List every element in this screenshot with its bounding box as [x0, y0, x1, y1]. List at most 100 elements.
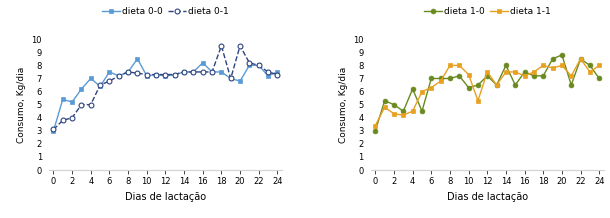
dieta 1-1 [549, 67, 556, 69]
Y-axis label: Consumo, Kg/dia: Consumo, Kg/dia [339, 66, 348, 143]
dieta 0-1 [246, 61, 253, 64]
dieta 0-1 [115, 75, 123, 77]
dieta 1-0 [512, 84, 519, 86]
dieta 1-0 [530, 75, 537, 77]
dieta 0-0 [78, 88, 85, 90]
dieta 0-0 [246, 64, 253, 67]
dieta 0-0 [134, 58, 141, 60]
dieta 1-1 [465, 73, 472, 76]
dieta 0-0 [227, 77, 234, 80]
dieta 1-0 [549, 58, 556, 60]
dieta 0-1 [50, 128, 57, 131]
dieta 0-1 [134, 72, 141, 75]
dieta 0-0 [181, 71, 188, 73]
dieta 0-1 [59, 119, 66, 122]
dieta 1-1 [456, 64, 463, 67]
dieta 1-0 [521, 71, 528, 73]
dieta 1-0 [381, 99, 389, 102]
dieta 1-1 [502, 71, 509, 73]
dieta 0-1 [68, 116, 76, 119]
dieta 1-0 [595, 77, 603, 80]
dieta 1-1 [475, 99, 482, 102]
dieta 0-0 [106, 71, 113, 73]
dieta 0-0 [218, 71, 225, 73]
dieta 1-1 [540, 64, 547, 67]
dieta 0-1 [78, 103, 85, 106]
Line: dieta 1-0: dieta 1-0 [373, 53, 601, 133]
dieta 0-1 [152, 73, 160, 76]
dieta 0-1 [227, 77, 234, 80]
dieta 0-1 [255, 64, 262, 67]
dieta 1-1 [493, 84, 500, 86]
dieta 1-1 [418, 90, 426, 93]
dieta 0-0 [68, 101, 76, 103]
dieta 1-0 [484, 75, 491, 77]
dieta 1-1 [512, 71, 519, 73]
dieta 0-1 [237, 44, 244, 47]
dieta 1-0 [371, 129, 379, 132]
dieta 0-1 [143, 73, 151, 76]
dieta 0-0 [209, 71, 216, 73]
dieta 1-0 [577, 58, 584, 60]
dieta 0-1 [96, 84, 104, 86]
Line: dieta 0-1: dieta 0-1 [51, 43, 280, 132]
dieta 1-0 [428, 77, 435, 80]
dieta 1-0 [586, 64, 594, 67]
Line: dieta 1-1: dieta 1-1 [373, 56, 601, 128]
dieta 1-1 [409, 110, 416, 112]
dieta 0-0 [237, 80, 244, 82]
Y-axis label: Consumo, Kg/dia: Consumo, Kg/dia [17, 66, 26, 143]
dieta 1-0 [447, 77, 454, 80]
dieta 1-1 [484, 71, 491, 73]
X-axis label: Dias de lactação: Dias de lactação [447, 192, 528, 201]
dieta 1-1 [447, 64, 454, 67]
Legend: dieta 1-0, dieta 1-1: dieta 1-0, dieta 1-1 [423, 7, 551, 16]
dieta 0-1 [209, 71, 216, 73]
dieta 0-1 [264, 71, 271, 73]
X-axis label: Dias de lactação: Dias de lactação [125, 192, 206, 201]
dieta 1-1 [437, 80, 444, 82]
Line: dieta 0-0: dieta 0-0 [51, 56, 280, 133]
dieta 0-0 [274, 71, 281, 73]
dieta 0-1 [190, 71, 197, 73]
dieta 1-1 [577, 58, 584, 60]
dieta 0-0 [124, 71, 132, 73]
dieta 1-0 [567, 84, 575, 86]
dieta 1-1 [400, 114, 407, 116]
dieta 1-0 [456, 75, 463, 77]
dieta 1-1 [428, 86, 435, 89]
dieta 0-1 [87, 103, 95, 106]
dieta 1-1 [381, 106, 389, 109]
dieta 1-1 [530, 71, 537, 73]
dieta 1-0 [465, 86, 472, 89]
dieta 1-1 [371, 124, 379, 127]
dieta 0-0 [190, 71, 197, 73]
dieta 1-0 [409, 88, 416, 90]
dieta 0-1 [162, 73, 169, 76]
dieta 0-1 [274, 73, 281, 76]
dieta 1-0 [475, 84, 482, 86]
dieta 0-0 [162, 75, 169, 77]
dieta 1-1 [586, 71, 594, 73]
dieta 1-0 [493, 84, 500, 86]
dieta 0-1 [171, 73, 178, 76]
Legend: dieta 0-0, dieta 0-1: dieta 0-0, dieta 0-1 [102, 7, 229, 16]
dieta 1-0 [558, 54, 565, 56]
dieta 0-0 [96, 85, 104, 88]
dieta 0-1 [199, 71, 206, 73]
dieta 0-0 [143, 75, 151, 77]
dieta 0-1 [124, 71, 132, 73]
dieta 1-1 [390, 112, 398, 115]
dieta 1-0 [540, 75, 547, 77]
dieta 1-0 [390, 103, 398, 106]
dieta 0-0 [59, 98, 66, 101]
dieta 1-0 [437, 77, 444, 80]
dieta 1-1 [567, 75, 575, 77]
dieta 0-0 [171, 73, 178, 76]
dieta 1-1 [558, 64, 565, 67]
dieta 0-0 [50, 129, 57, 132]
dieta 0-0 [152, 73, 160, 76]
dieta 0-1 [106, 80, 113, 82]
dieta 0-0 [87, 77, 95, 80]
dieta 0-0 [255, 64, 262, 67]
